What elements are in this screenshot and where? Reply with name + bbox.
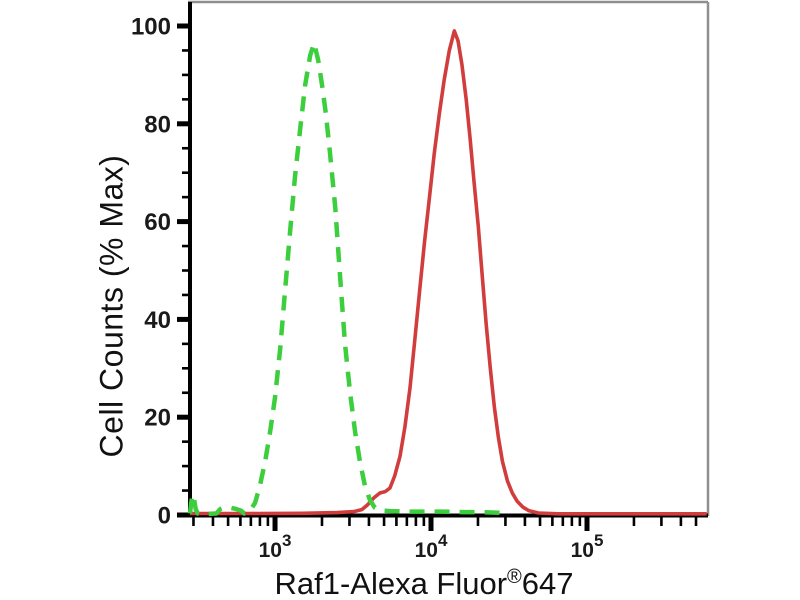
y-tick-label: 80 [144,111,171,138]
axis-ticks [177,23,698,531]
x-axis-title-main: Raf1-Alexa Fluor [274,566,508,600]
y-axis-title: Cell Counts (% Max) [93,154,130,458]
x-tick-label: 105 [571,531,604,562]
registered-trademark-icon: ® [507,566,522,588]
series-curve-green-dashed [187,40,510,517]
y-tick-label: 100 [131,14,171,41]
x-axis-title-suffix: 647 [521,566,574,600]
plot-frame [188,0,710,518]
y-tick-label: 20 [144,405,171,432]
y-tick-label: 40 [144,307,171,334]
tick-labels: 0 20 40 60 80 100 103 104 105 [131,14,603,563]
y-tick-label: 0 [158,503,171,530]
y-tick-label: 60 [144,209,171,236]
x-tick-label: 103 [259,531,292,562]
x-axis-title: Raf1-Alexa Fluor®647 [274,566,573,600]
series-curve-red-solid [190,29,707,516]
series-curves [187,29,707,517]
x-tick-label: 104 [415,531,448,562]
